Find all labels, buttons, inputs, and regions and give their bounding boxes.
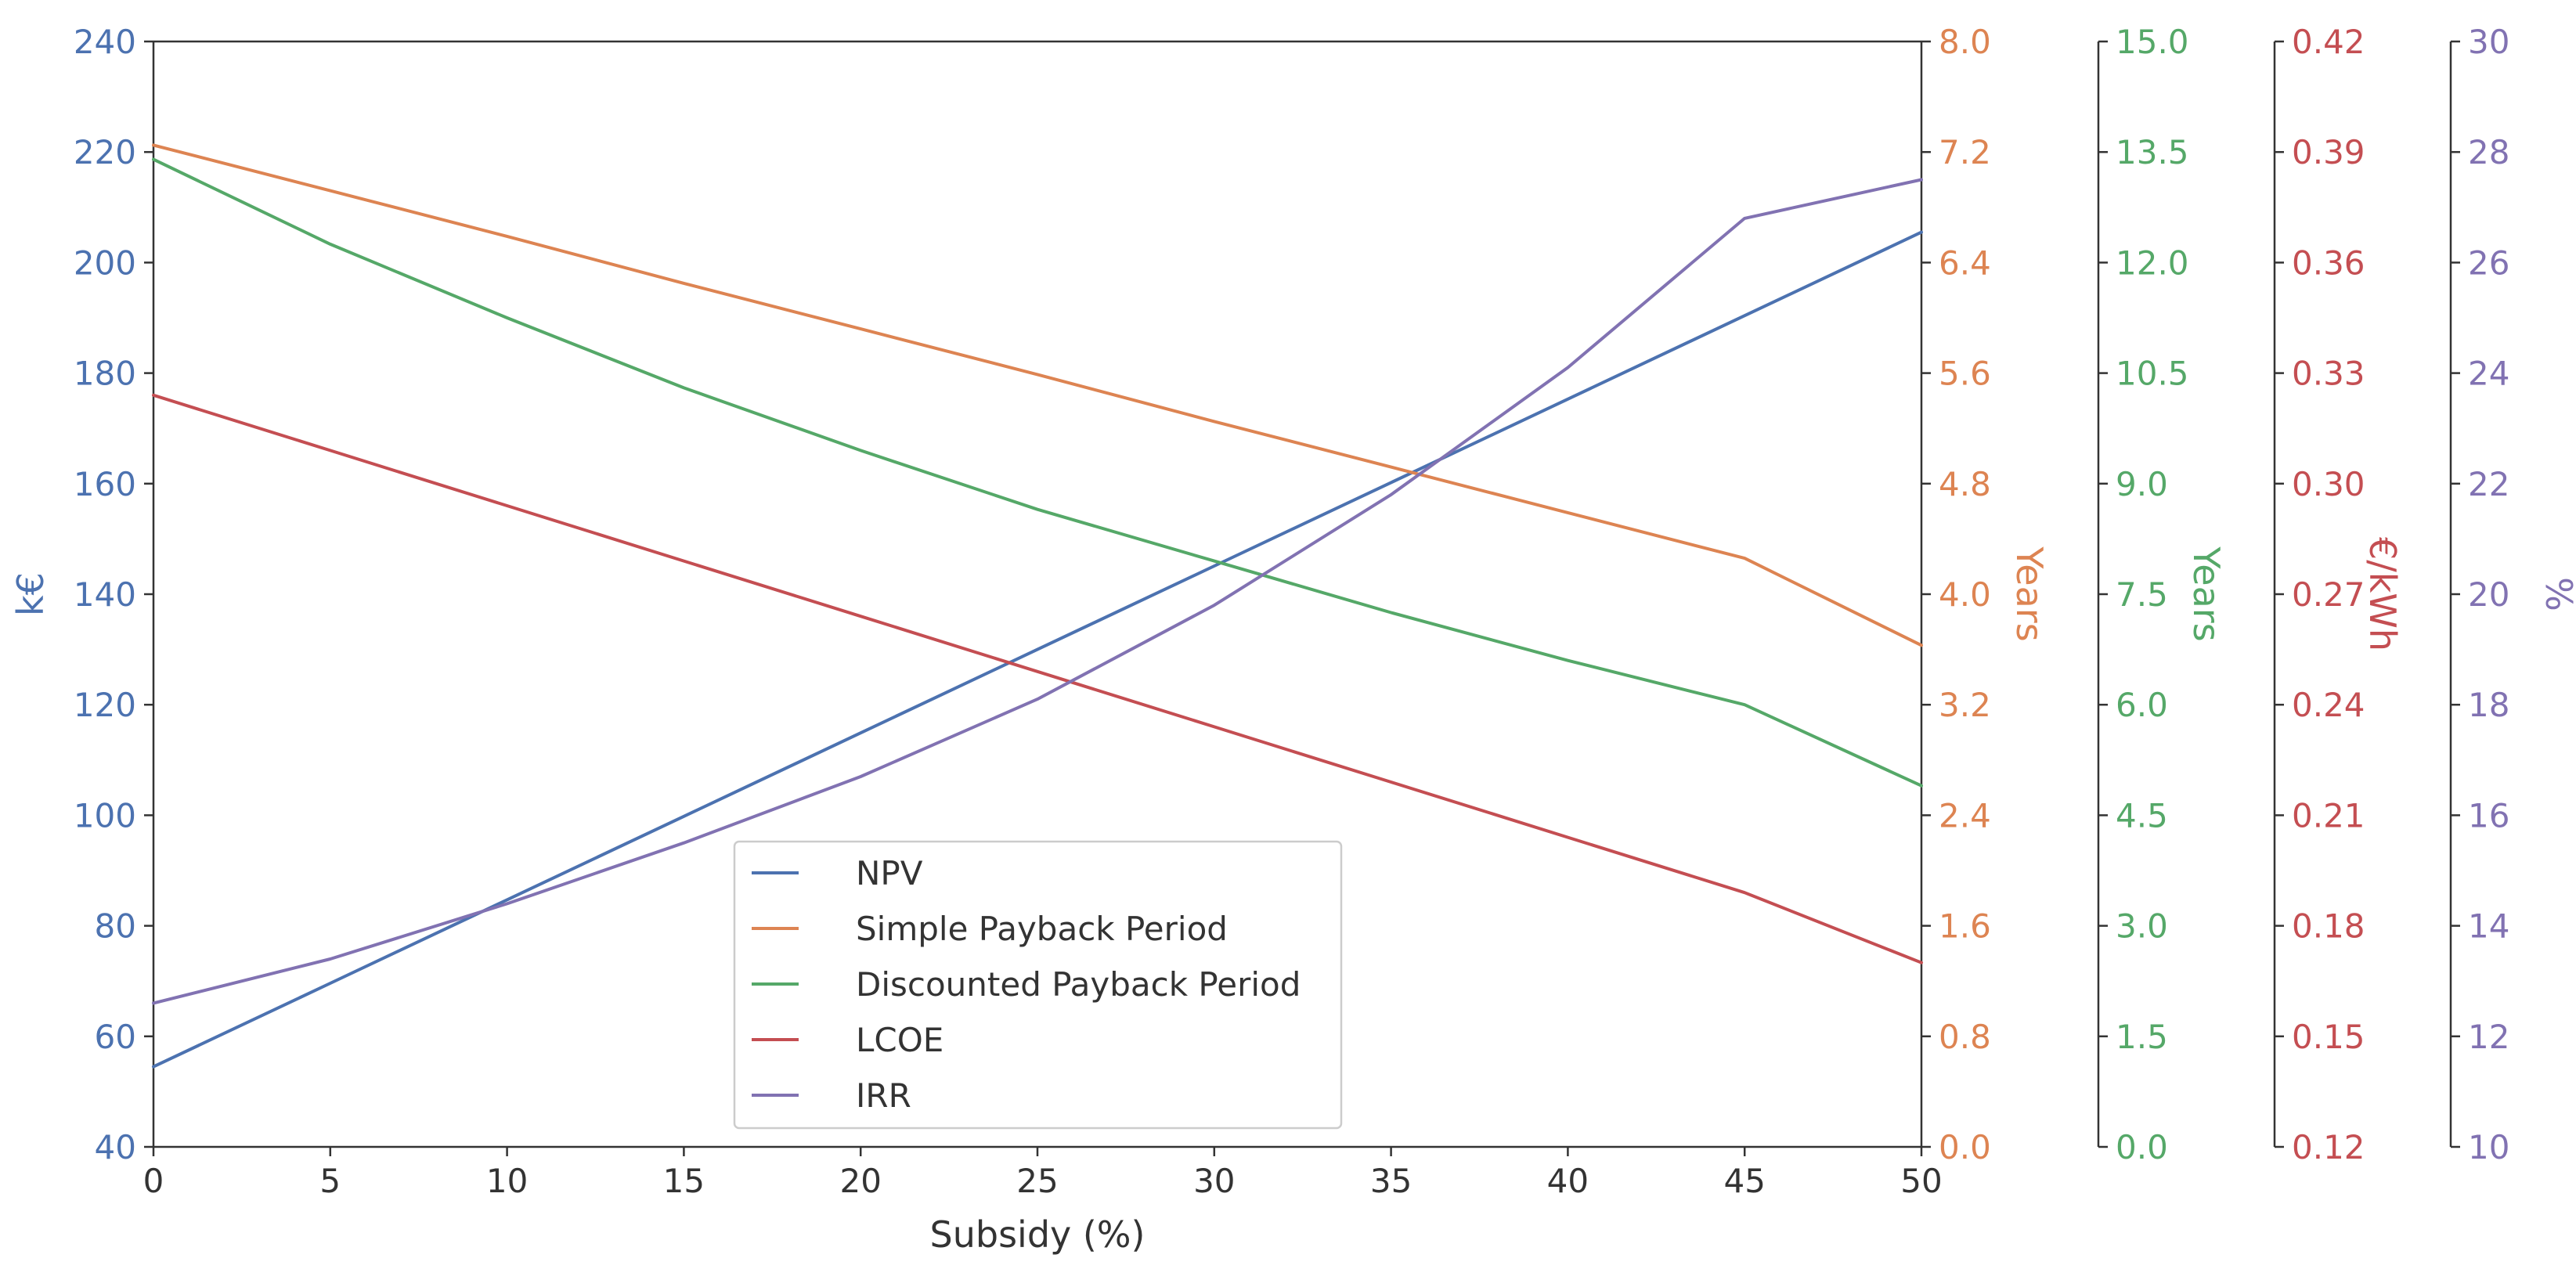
- npv-tick-label: 40: [95, 1128, 136, 1166]
- series-line-irr: [152, 178, 1923, 1005]
- spp-tick-label: 5.6: [1939, 355, 1991, 393]
- dpp-tick-label: 13.5: [2116, 133, 2189, 171]
- dpp-tick-label: 7.5: [2116, 575, 2168, 614]
- x-tick-label: 20: [839, 1162, 881, 1200]
- legend-label: LCOE: [856, 1021, 943, 1059]
- irr-tick-label: 28: [2468, 133, 2509, 171]
- spp-tick-label: 4.8: [1939, 465, 1991, 503]
- npv-tick-label: 200: [74, 243, 136, 282]
- x-tick-label: 40: [1547, 1162, 1589, 1200]
- dpp-tick-label: 10.5: [2116, 355, 2189, 393]
- x-tick-label: 0: [143, 1162, 164, 1200]
- npv-tick-label: 240: [74, 23, 136, 61]
- lcoe-tick-label: 0.36: [2292, 243, 2365, 282]
- x-tick-label: 15: [663, 1162, 705, 1200]
- spp-tick-label: 8.0: [1939, 23, 1991, 61]
- spp-axis-label: Years: [2008, 546, 2051, 641]
- series-line-lcoe: [152, 393, 1923, 964]
- dpp-tick-label: 3.0: [2116, 907, 2168, 946]
- x-tick-label: 25: [1016, 1162, 1058, 1200]
- spp-tick-label: 7.2: [1939, 133, 1991, 171]
- dpp-tick-label: 12.0: [2116, 243, 2189, 282]
- lcoe-tick-label: 0.21: [2292, 796, 2365, 835]
- series-line-discounted-payback-period: [152, 157, 1923, 788]
- legend-label: NPV: [856, 854, 923, 892]
- dpp-tick-label: 15.0: [2116, 23, 2189, 61]
- npv-axis-label: k€: [9, 572, 52, 616]
- irr-tick-label: 18: [2468, 686, 2509, 724]
- irr-tick-label: 16: [2468, 796, 2509, 835]
- spp-tick-label: 3.2: [1939, 686, 1991, 724]
- npv-tick-label: 60: [95, 1018, 136, 1056]
- irr-tick-label: 20: [2468, 575, 2509, 614]
- spp-tick-label: 2.4: [1939, 796, 1991, 835]
- x-tick-label: 30: [1193, 1162, 1235, 1200]
- dpp-tick-label: 1.5: [2116, 1018, 2168, 1056]
- x-tick-label: 5: [319, 1162, 341, 1200]
- lcoe-tick-label: 0.39: [2292, 133, 2365, 171]
- x-tick-label: 45: [1723, 1162, 1765, 1200]
- irr-tick-label: 10: [2468, 1128, 2509, 1166]
- x-tick-label: 50: [1900, 1162, 1942, 1200]
- series-layer: [152, 143, 1923, 1069]
- npv-tick-label: 80: [95, 907, 136, 946]
- npv-tick-label: 160: [74, 465, 136, 503]
- legend: NPV Simple Payback Period Discounted Payba…: [733, 840, 1343, 1130]
- legend-box: [733, 840, 1343, 1130]
- legend-label: Simple Payback Period: [856, 910, 1228, 948]
- x-tick-label: 35: [1370, 1162, 1412, 1200]
- lcoe-tick-label: 0.12: [2292, 1128, 2365, 1166]
- lcoe-tick-label: 0.15: [2292, 1018, 2365, 1056]
- dpp-tick-label: 0.0: [2116, 1128, 2168, 1166]
- legend-label: Discounted Payback Period: [856, 965, 1301, 1004]
- spp-tick-label: 1.6: [1939, 907, 1991, 946]
- lcoe-axis-label: €/kWh: [2361, 537, 2404, 651]
- spp-tick-label: 0.0: [1939, 1128, 1991, 1166]
- dpp-tick-label: 4.5: [2116, 796, 2168, 835]
- dpp-tick-label: 9.0: [2116, 465, 2168, 503]
- irr-tick-label: 30: [2468, 23, 2509, 61]
- spp-tick-label: 0.8: [1939, 1018, 1991, 1056]
- series-line-npv: [152, 230, 1923, 1069]
- irr-tick-label: 14: [2468, 907, 2509, 946]
- npv-tick-label: 220: [74, 133, 136, 171]
- npv-tick-label: 140: [74, 575, 136, 614]
- irr-tick-label: 26: [2468, 243, 2509, 282]
- legend-label: IRR: [856, 1076, 911, 1115]
- npv-tick-label: 120: [74, 686, 136, 724]
- dpp-axis-label: Years: [2185, 546, 2228, 641]
- npv-tick-label: 100: [74, 796, 136, 835]
- spp-tick-label: 6.4: [1939, 243, 1991, 282]
- npv-tick-label: 180: [74, 355, 136, 393]
- lcoe-tick-label: 0.24: [2292, 686, 2365, 724]
- lcoe-tick-label: 0.42: [2292, 23, 2365, 61]
- irr-tick-label: 12: [2468, 1018, 2509, 1056]
- dpp-tick-label: 6.0: [2116, 686, 2168, 724]
- series-line-simple-payback-period: [152, 143, 1923, 647]
- irr-tick-label: 22: [2468, 465, 2509, 503]
- lcoe-tick-label: 0.30: [2292, 465, 2365, 503]
- x-axis-label: Subsidy (%): [930, 1213, 1145, 1256]
- x-tick-label: 10: [486, 1162, 528, 1200]
- lcoe-tick-label: 0.33: [2292, 355, 2365, 393]
- irr-tick-label: 24: [2468, 355, 2509, 393]
- irr-axis-label: %: [2538, 577, 2576, 611]
- lcoe-tick-label: 0.18: [2292, 907, 2365, 946]
- spp-tick-label: 4.0: [1939, 575, 1991, 614]
- lcoe-tick-label: 0.27: [2292, 575, 2365, 614]
